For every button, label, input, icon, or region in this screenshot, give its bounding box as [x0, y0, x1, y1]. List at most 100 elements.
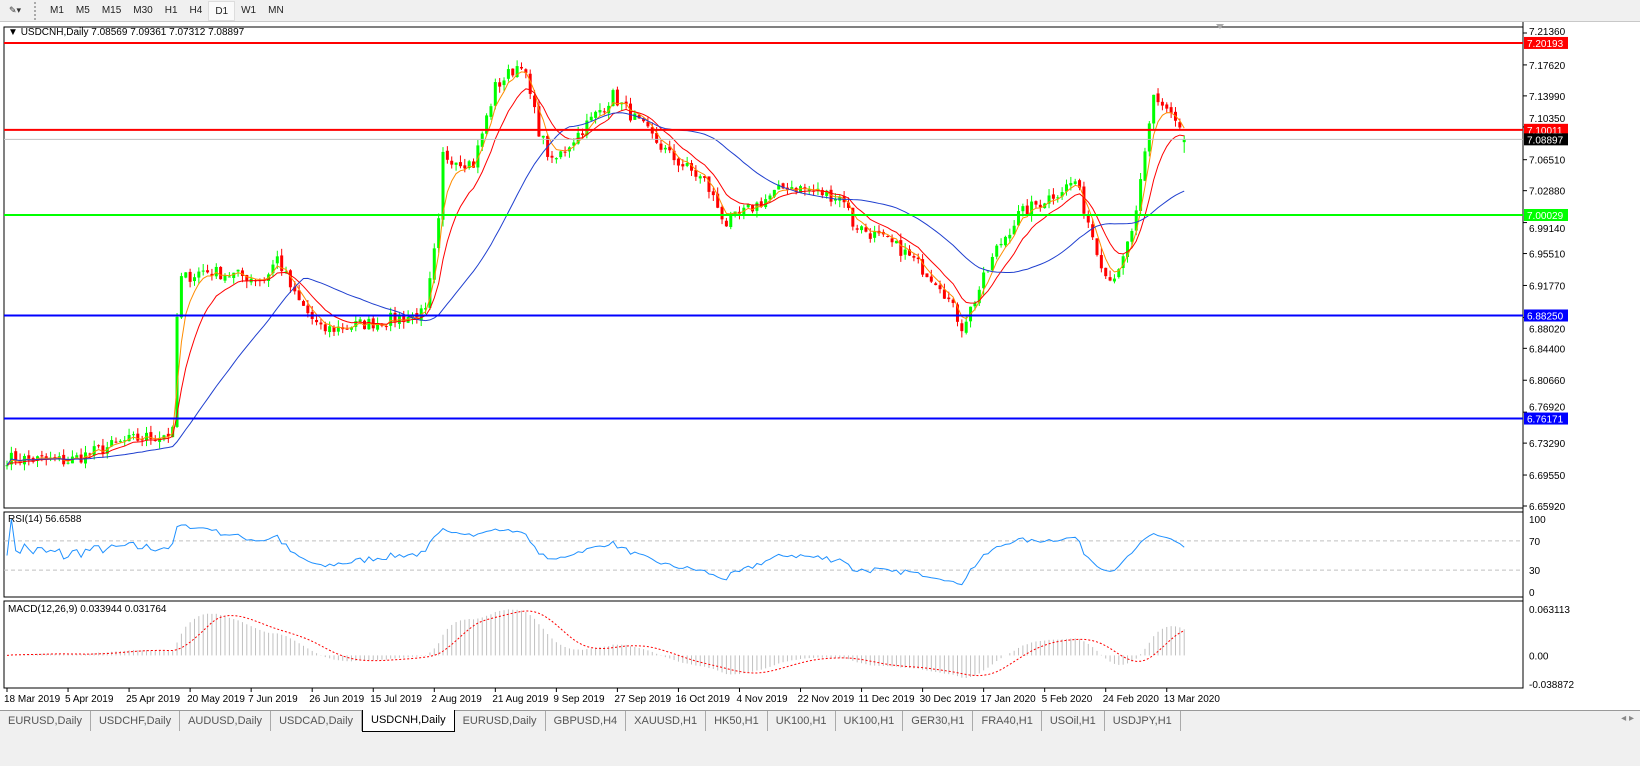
- candle-body: [559, 151, 563, 158]
- candle-body: [1086, 215, 1090, 223]
- toolbar-grip[interactable]: [34, 1, 40, 20]
- candle: [297, 284, 301, 301]
- timeframe-mn[interactable]: MN: [268, 4, 284, 16]
- candle: [131, 431, 135, 440]
- chart-tab[interactable]: USDCHF,Daily: [91, 711, 181, 731]
- candle: [816, 182, 820, 196]
- tab-scroll-arrows-icon[interactable]: ◂ ▸: [1621, 713, 1634, 724]
- date-tick-label: 15 Jul 2019: [370, 694, 422, 705]
- candle: [70, 450, 74, 464]
- candle: [1095, 238, 1099, 257]
- candle: [694, 165, 698, 181]
- chart-tab[interactable]: USDJPY,H1: [1105, 711, 1181, 731]
- candle: [97, 444, 101, 449]
- candle-body: [336, 326, 340, 332]
- date-tick-label: 30 Dec 2019: [920, 694, 977, 705]
- macd-tick-label: 0.063113: [1529, 605, 1570, 616]
- candle: [903, 243, 907, 260]
- price-tick-label: 7.06510: [1529, 156, 1566, 167]
- rsi-tick-label: 70: [1529, 537, 1541, 548]
- chart-canvas[interactable]: 7.21360 7.17620 7.13990 7.10350 7.06510 7.028…: [0, 22, 1640, 710]
- header-dropdown-icon[interactable]: ▼: [8, 27, 18, 38]
- candle: [942, 283, 946, 299]
- drawing-tools-icon[interactable]: ✎▾: [8, 5, 22, 15]
- candle: [188, 268, 192, 288]
- timeframe-m30[interactable]: M30: [133, 4, 153, 16]
- candle: [594, 110, 598, 124]
- timeframe-d1[interactable]: D1: [208, 0, 236, 21]
- chart-tab[interactable]: GER30,H1: [903, 711, 974, 731]
- candle: [637, 114, 641, 119]
- price-tick-label: 7.02880: [1529, 187, 1566, 198]
- candle-body: [908, 249, 912, 256]
- symbol-label: USDCNH,Daily: [20, 27, 89, 38]
- candle: [912, 252, 916, 262]
- candle: [493, 78, 497, 110]
- candle-body: [929, 276, 933, 282]
- candle: [328, 321, 332, 338]
- candle-body: [768, 195, 772, 200]
- timeframe-h1[interactable]: H1: [164, 4, 178, 16]
- candle-body: [1169, 107, 1173, 113]
- candle: [711, 187, 715, 201]
- chart-tab[interactable]: USDCNH,Daily: [362, 710, 455, 732]
- rsi-line: [6, 518, 1185, 586]
- candle-body: [711, 191, 715, 196]
- candle-body: [288, 270, 292, 288]
- candle-body: [179, 276, 183, 318]
- chart-tab[interactable]: USDCAD,Daily: [271, 711, 363, 731]
- candle: [899, 233, 903, 262]
- candle: [921, 254, 925, 277]
- candle: [227, 272, 231, 278]
- timeframe-m1[interactable]: M1: [50, 4, 64, 16]
- candle-body: [118, 440, 122, 442]
- chart-tab[interactable]: EURUSD,Daily: [455, 711, 546, 731]
- timeframe-m15[interactable]: M15: [101, 4, 122, 16]
- candle: [14, 448, 18, 465]
- candle-body: [533, 95, 537, 108]
- candle-body: [458, 162, 462, 167]
- candle-body: [537, 106, 541, 137]
- date-tick-label: 16 Oct 2019: [675, 694, 730, 705]
- candle: [454, 162, 458, 171]
- candle: [197, 267, 201, 285]
- chart-tab[interactable]: FRA40,H1: [973, 711, 1042, 731]
- candle-body: [860, 226, 864, 231]
- timeframe-w1[interactable]: W1: [241, 4, 257, 16]
- candle-body: [729, 214, 733, 228]
- chart-tab[interactable]: GBPUSD,H4: [546, 711, 627, 731]
- timeframe-m5[interactable]: M5: [75, 4, 90, 16]
- chart-tab[interactable]: USOil,H1: [1042, 711, 1105, 731]
- candle: [79, 448, 83, 464]
- candle: [201, 264, 205, 276]
- candle: [1012, 220, 1016, 235]
- candle-body: [345, 328, 349, 330]
- chart-tab[interactable]: EURUSD,Daily: [0, 711, 91, 731]
- candle-body: [916, 257, 920, 260]
- chart-tab[interactable]: AUDUSD,Daily: [180, 711, 272, 731]
- candle-body: [598, 110, 602, 113]
- candle-body: [75, 455, 79, 458]
- chart-tab[interactable]: UK100,H1: [768, 711, 836, 731]
- candle-body: [1082, 186, 1086, 214]
- chart-tab[interactable]: XAUUSD,H1: [626, 711, 707, 731]
- candle: [149, 425, 153, 445]
- candle: [855, 224, 859, 234]
- candle: [249, 274, 253, 286]
- candle-body: [245, 274, 249, 282]
- candle: [75, 452, 79, 459]
- candle-body: [524, 69, 528, 74]
- timeframe-h4[interactable]: H4: [189, 4, 203, 16]
- candle: [1165, 102, 1169, 114]
- candle-body: [384, 326, 388, 328]
- date-tick-label: 7 Jun 2019: [248, 694, 298, 705]
- candle: [489, 103, 493, 120]
- chart-window[interactable]: 7.21360 7.17620 7.13990 7.10350 7.06510 7.028…: [0, 22, 1640, 710]
- candle: [393, 306, 397, 328]
- chart-tab[interactable]: HK50,H1: [706, 711, 768, 731]
- chart-tab[interactable]: UK100,H1: [836, 711, 904, 731]
- level-price-tag: [1524, 123, 1568, 136]
- candle: [1051, 188, 1055, 205]
- candle-body: [454, 162, 458, 165]
- candle-body: [707, 176, 711, 192]
